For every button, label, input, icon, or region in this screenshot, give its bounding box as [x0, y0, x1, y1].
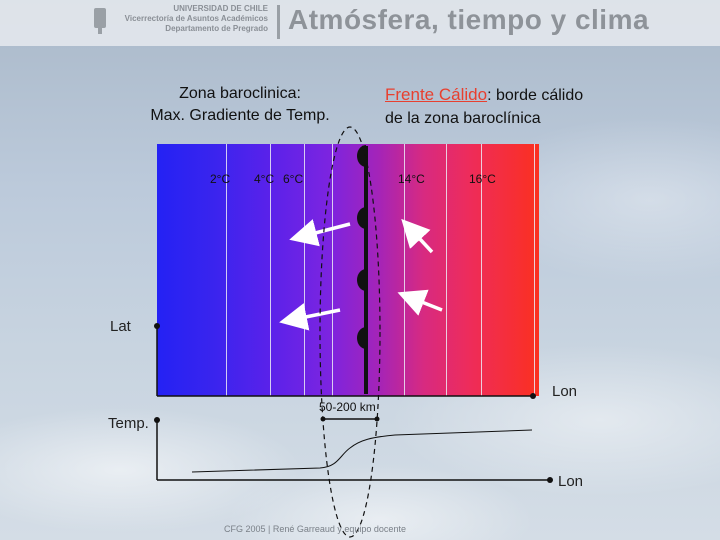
- warm-front-semicircle: [357, 269, 366, 291]
- isotherm-label: 14°C: [398, 172, 425, 186]
- distance-bar-end: [374, 416, 380, 422]
- lon-profile-axis-label: Lon: [558, 473, 584, 490]
- footer-credit: CFG 2005 | René Garreaud y equipo docent…: [224, 524, 406, 534]
- wind-arrow: [289, 219, 351, 247]
- frontal-zone-ellipse: [319, 126, 381, 538]
- lon-axis-label: Lon: [552, 383, 578, 400]
- temperature-gradient-band: [157, 144, 539, 396]
- university-line: Vicerrectoría de Asuntos Académicos: [124, 14, 268, 23]
- temp-axis-end: [154, 417, 160, 423]
- header-bar: UNIVERSIDAD DE CHILE Vicerrectoría de As…: [0, 0, 720, 46]
- isotherm-line: [481, 144, 482, 396]
- temperature-profile-curve: [191, 429, 533, 473]
- wind-arrow: [279, 303, 341, 331]
- isotherm-line: [304, 144, 305, 396]
- wind-arrow: [397, 289, 443, 316]
- warm-front-term: Frente Cálido: [385, 85, 488, 104]
- warm-front-semicircle: [357, 207, 366, 229]
- isotherm-line: [226, 144, 227, 396]
- temp-axis-label: Temp.: [108, 415, 149, 432]
- warm-front-semicircle: [357, 145, 366, 167]
- wind-arrow: [401, 218, 434, 254]
- university-line: UNIVERSIDAD DE CHILE: [173, 4, 268, 13]
- warm-front-semicircle: [357, 327, 366, 349]
- lat-axis-label: Lat: [110, 318, 131, 335]
- heading-line: Max. Gradiente de Temp.: [150, 107, 330, 124]
- isotherm-label: 4°C: [254, 172, 275, 186]
- isotherm-line: [404, 144, 405, 396]
- baroclinic-zone-heading: Zona baroclinica: Max. Gradiente de Temp…: [128, 83, 352, 127]
- isotherm-line: [332, 144, 333, 396]
- header-divider: [277, 5, 280, 39]
- heading-text: : borde cálido: [487, 87, 584, 104]
- warm-front-heading: Frente Cálido: borde cálido de la zona b…: [385, 83, 583, 130]
- isotherm-label: 16°C: [469, 172, 496, 186]
- course-title: Atmósfera, tiempo y clima: [288, 4, 650, 35]
- isotherm-label: 2°C: [210, 172, 231, 186]
- university-line: Departamento de Pregrado: [165, 24, 268, 33]
- lon-profile-axis-end: [547, 477, 553, 483]
- distance-label: 50-200 km: [319, 400, 376, 414]
- isotherm-line: [270, 144, 271, 396]
- isotherm-label: 6°C: [283, 172, 304, 186]
- lon-axis-end: [530, 393, 536, 399]
- isotherm-line: [446, 144, 447, 396]
- isotherm-line: [534, 144, 535, 396]
- university-crest-icon: [94, 8, 106, 34]
- university-name: UNIVERSIDAD DE CHILE Vicerrectoría de As…: [125, 4, 268, 34]
- heading-line: Zona baroclinica:: [179, 85, 301, 102]
- heading-line: de la zona baroclínica: [385, 110, 541, 127]
- lat-axis-end: [154, 323, 160, 329]
